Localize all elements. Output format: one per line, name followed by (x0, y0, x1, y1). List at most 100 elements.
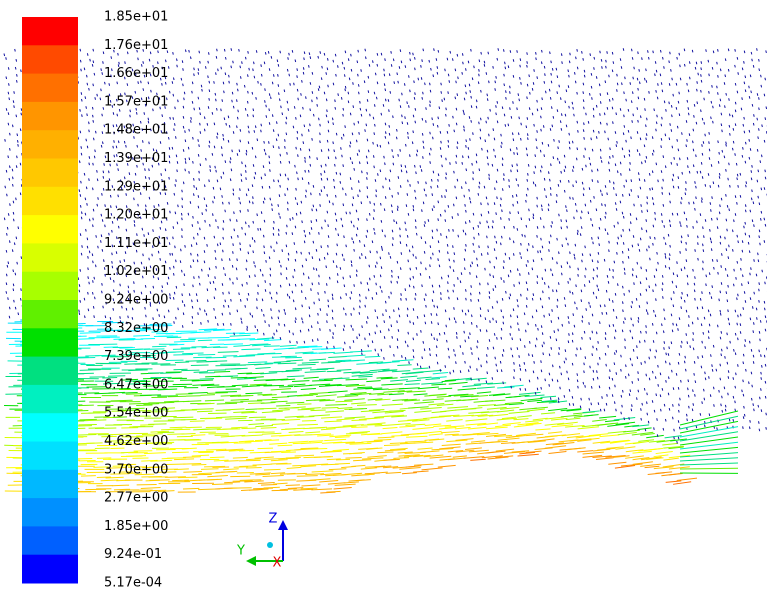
vector (404, 165, 407, 168)
vector (405, 440, 427, 443)
vector (654, 283, 657, 287)
vector (605, 419, 620, 423)
vector (277, 84, 280, 87)
vector (119, 93, 122, 97)
vector (80, 92, 83, 95)
vector (476, 368, 478, 372)
vector (717, 48, 719, 52)
vector (319, 123, 321, 127)
vector (407, 344, 409, 348)
vector (321, 65, 323, 69)
vector (436, 71, 439, 75)
vector (723, 386, 726, 390)
vector (532, 82, 535, 85)
vector (608, 298, 611, 302)
vector (686, 99, 689, 103)
vector (388, 187, 391, 191)
vector (520, 217, 523, 221)
vector (152, 108, 154, 112)
vector (333, 487, 352, 490)
vector (661, 275, 664, 278)
vector (110, 213, 113, 216)
vector (142, 162, 144, 166)
vector (478, 69, 480, 72)
vector (449, 50, 452, 54)
vector (237, 395, 254, 397)
vector (519, 252, 521, 255)
vector (376, 316, 379, 319)
vector (668, 83, 671, 86)
vector (198, 50, 201, 54)
vector (315, 219, 318, 222)
vector (507, 65, 510, 69)
vector (349, 112, 352, 116)
vector (320, 149, 323, 152)
vector (516, 315, 519, 319)
vector (380, 361, 400, 364)
vector (399, 467, 421, 470)
vector (436, 305, 439, 309)
vector (180, 418, 197, 421)
vector (708, 73, 710, 77)
vector (629, 221, 632, 225)
vector (464, 339, 466, 343)
vector (104, 315, 107, 319)
vector (476, 264, 479, 267)
vector (571, 396, 574, 399)
vector (710, 296, 713, 300)
vector (246, 100, 249, 104)
vector (527, 173, 529, 176)
vector (192, 136, 194, 140)
vector (326, 313, 328, 317)
vector (478, 185, 480, 189)
vector (276, 404, 291, 407)
vector (606, 51, 608, 54)
vector (493, 403, 510, 406)
vector (416, 376, 432, 379)
vector (397, 390, 413, 393)
vector (225, 122, 227, 126)
vector (735, 372, 737, 376)
vector (366, 138, 369, 142)
vector (549, 335, 552, 339)
vector (596, 370, 598, 374)
vector (734, 408, 736, 412)
vector (278, 212, 280, 216)
vector (135, 107, 137, 111)
vector (509, 91, 511, 94)
vector (505, 290, 507, 294)
vector (718, 173, 721, 176)
vector (158, 301, 161, 305)
vector (367, 344, 369, 348)
vector (401, 92, 403, 96)
vector (350, 220, 353, 224)
vector (563, 169, 566, 172)
vector (496, 120, 499, 124)
vector (496, 57, 499, 61)
vector (421, 97, 423, 100)
vector (391, 210, 394, 213)
vector (503, 73, 505, 77)
vector (199, 60, 201, 64)
vector (653, 454, 669, 458)
vector (307, 181, 310, 185)
vector (102, 305, 104, 309)
vector (375, 194, 377, 198)
vector (332, 297, 334, 301)
vector (366, 282, 369, 285)
vector (613, 362, 616, 366)
vector (352, 196, 355, 200)
vector (212, 280, 215, 284)
vector (628, 393, 631, 397)
vector (182, 116, 185, 119)
vector (527, 399, 543, 402)
vector (334, 324, 336, 327)
vector (399, 234, 401, 238)
vector (384, 234, 386, 238)
vector (428, 402, 445, 406)
vector (102, 188, 105, 191)
vector (125, 236, 128, 240)
vector (380, 266, 383, 270)
vector (263, 245, 265, 249)
vector (197, 312, 199, 316)
